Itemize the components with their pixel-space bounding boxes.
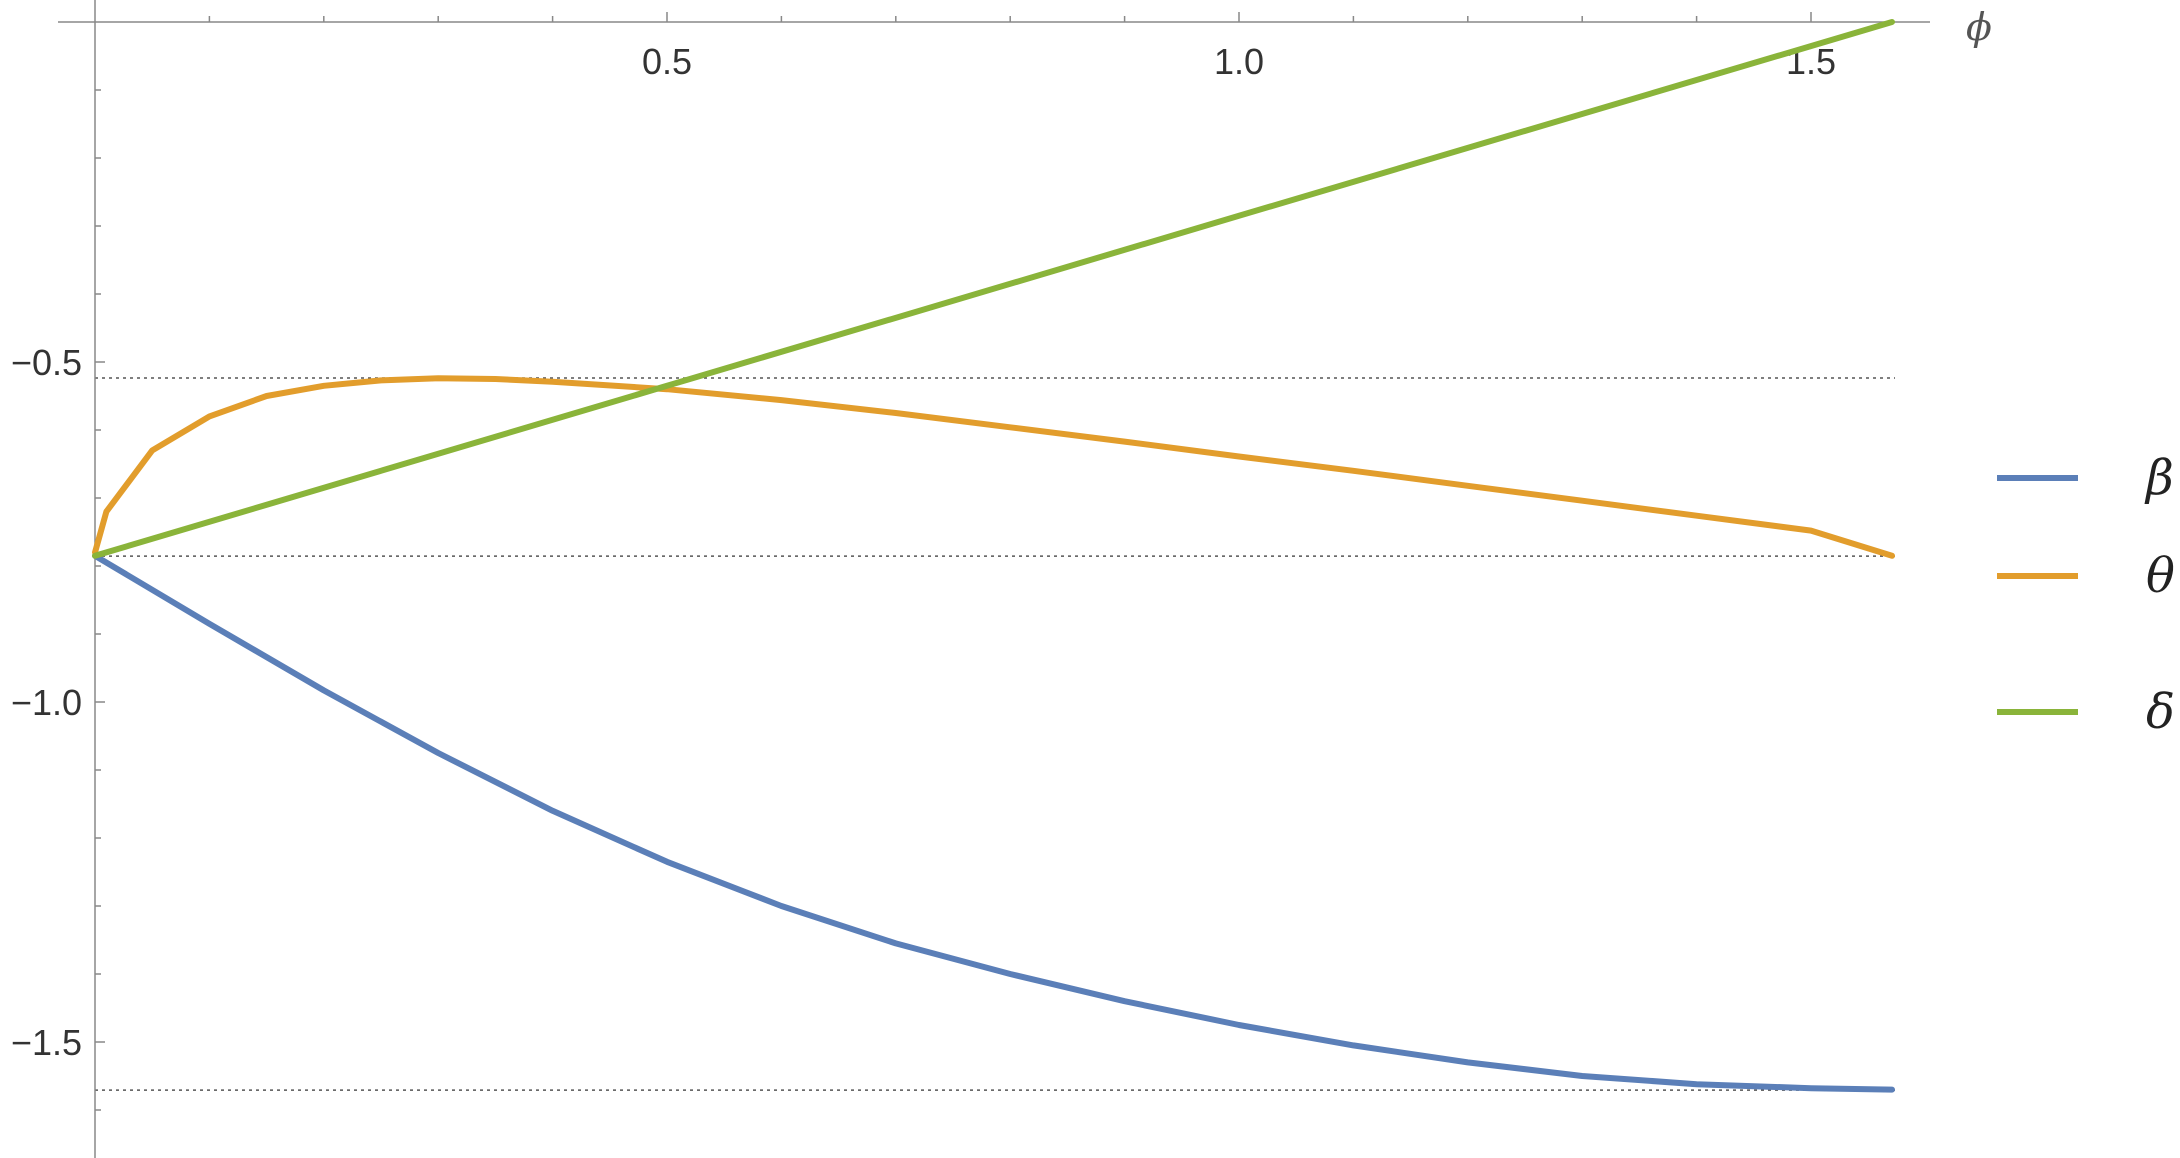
y-tick-label: −1.0 xyxy=(11,682,82,723)
series xyxy=(92,19,1895,1093)
series-line xyxy=(92,552,1895,1093)
x-ticks: 0.5 1.0 1.5 xyxy=(208,12,1836,82)
x-tick-label: 1.0 xyxy=(1214,41,1264,82)
reference-lines xyxy=(95,377,1895,1091)
series-line xyxy=(92,375,1895,559)
legend: βθ δ xyxy=(1997,450,2175,740)
legend-label: δ xyxy=(2146,684,2175,740)
series-line xyxy=(92,19,1895,559)
y-ticks: −0.5 −1.0 −1.5 xyxy=(11,89,105,1111)
y-tick-label: −1.5 xyxy=(11,1022,82,1063)
legend-label: θ xyxy=(2146,548,2175,604)
y-tick-label: −0.5 xyxy=(11,342,82,383)
x-axis-title: ϕ xyxy=(1966,5,1992,49)
axes: 0.5 1.0 1.5 −0.5−1.0−1.5 ϕ xyxy=(11,0,1992,1158)
x-tick-label: 0.5 xyxy=(642,41,692,82)
legend-label: β xyxy=(2144,450,2174,506)
